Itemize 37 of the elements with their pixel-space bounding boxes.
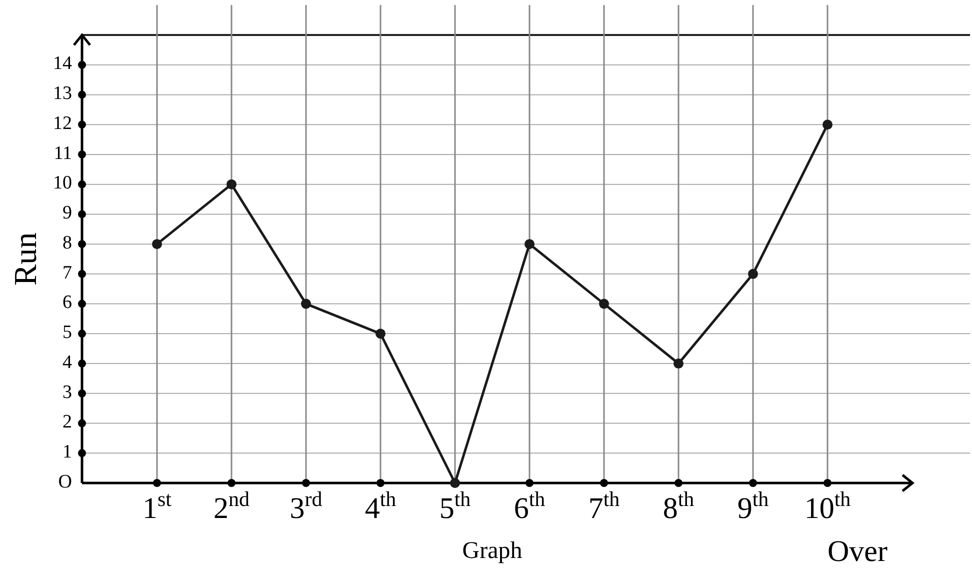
y-tick-label: 13	[53, 83, 72, 104]
text: Graph	[462, 538, 522, 564]
y-tick-label: 6	[62, 292, 72, 314]
x-tick-label: 2$^{nd}$	[214, 487, 250, 525]
x-axis-title: Over	[828, 535, 888, 568]
point	[674, 358, 684, 369]
x-tick-label: 4$^{th}$	[364, 487, 397, 525]
y-tick-label: 5	[62, 322, 72, 344]
y-tick-label: 7	[62, 262, 72, 284]
point	[376, 328, 386, 339]
y-tick-label: 2	[62, 412, 72, 433]
y-tick-label: 4	[62, 352, 72, 373]
x-tick-label: 6$^{th}$	[514, 487, 546, 525]
y-tick-label: 3	[62, 382, 72, 403]
y-tick-label: 1	[62, 441, 72, 462]
y-axis-title: Run	[7, 232, 43, 286]
y-tick-label: 11	[54, 142, 72, 164]
x-tick-label: 8$^{th}$	[662, 487, 695, 525]
x-tick-label: 9$^{th}$	[737, 487, 770, 525]
y-tick-label: O	[58, 471, 72, 492]
x-tick-label: 10$^{th}$	[804, 487, 852, 525]
point	[822, 120, 832, 130]
y-tick-label: 10	[53, 172, 72, 194]
x-tick-label: 7$^{th}$	[588, 487, 620, 525]
y-tick-label: 8	[62, 232, 72, 254]
point	[599, 298, 609, 309]
x-tick-label: 5$^{th}$	[439, 487, 472, 525]
x-tick-label: 1$^{st}$	[142, 487, 172, 525]
point	[152, 239, 162, 250]
point	[748, 268, 758, 279]
point	[524, 239, 534, 250]
point	[301, 298, 311, 309]
point	[226, 179, 236, 190]
y-tick-label: 12	[53, 112, 72, 134]
x-tick-label: 3$^{rd}$	[290, 487, 323, 525]
y-tick-label: 14	[53, 53, 72, 74]
y-tick-label: 9	[62, 202, 72, 224]
